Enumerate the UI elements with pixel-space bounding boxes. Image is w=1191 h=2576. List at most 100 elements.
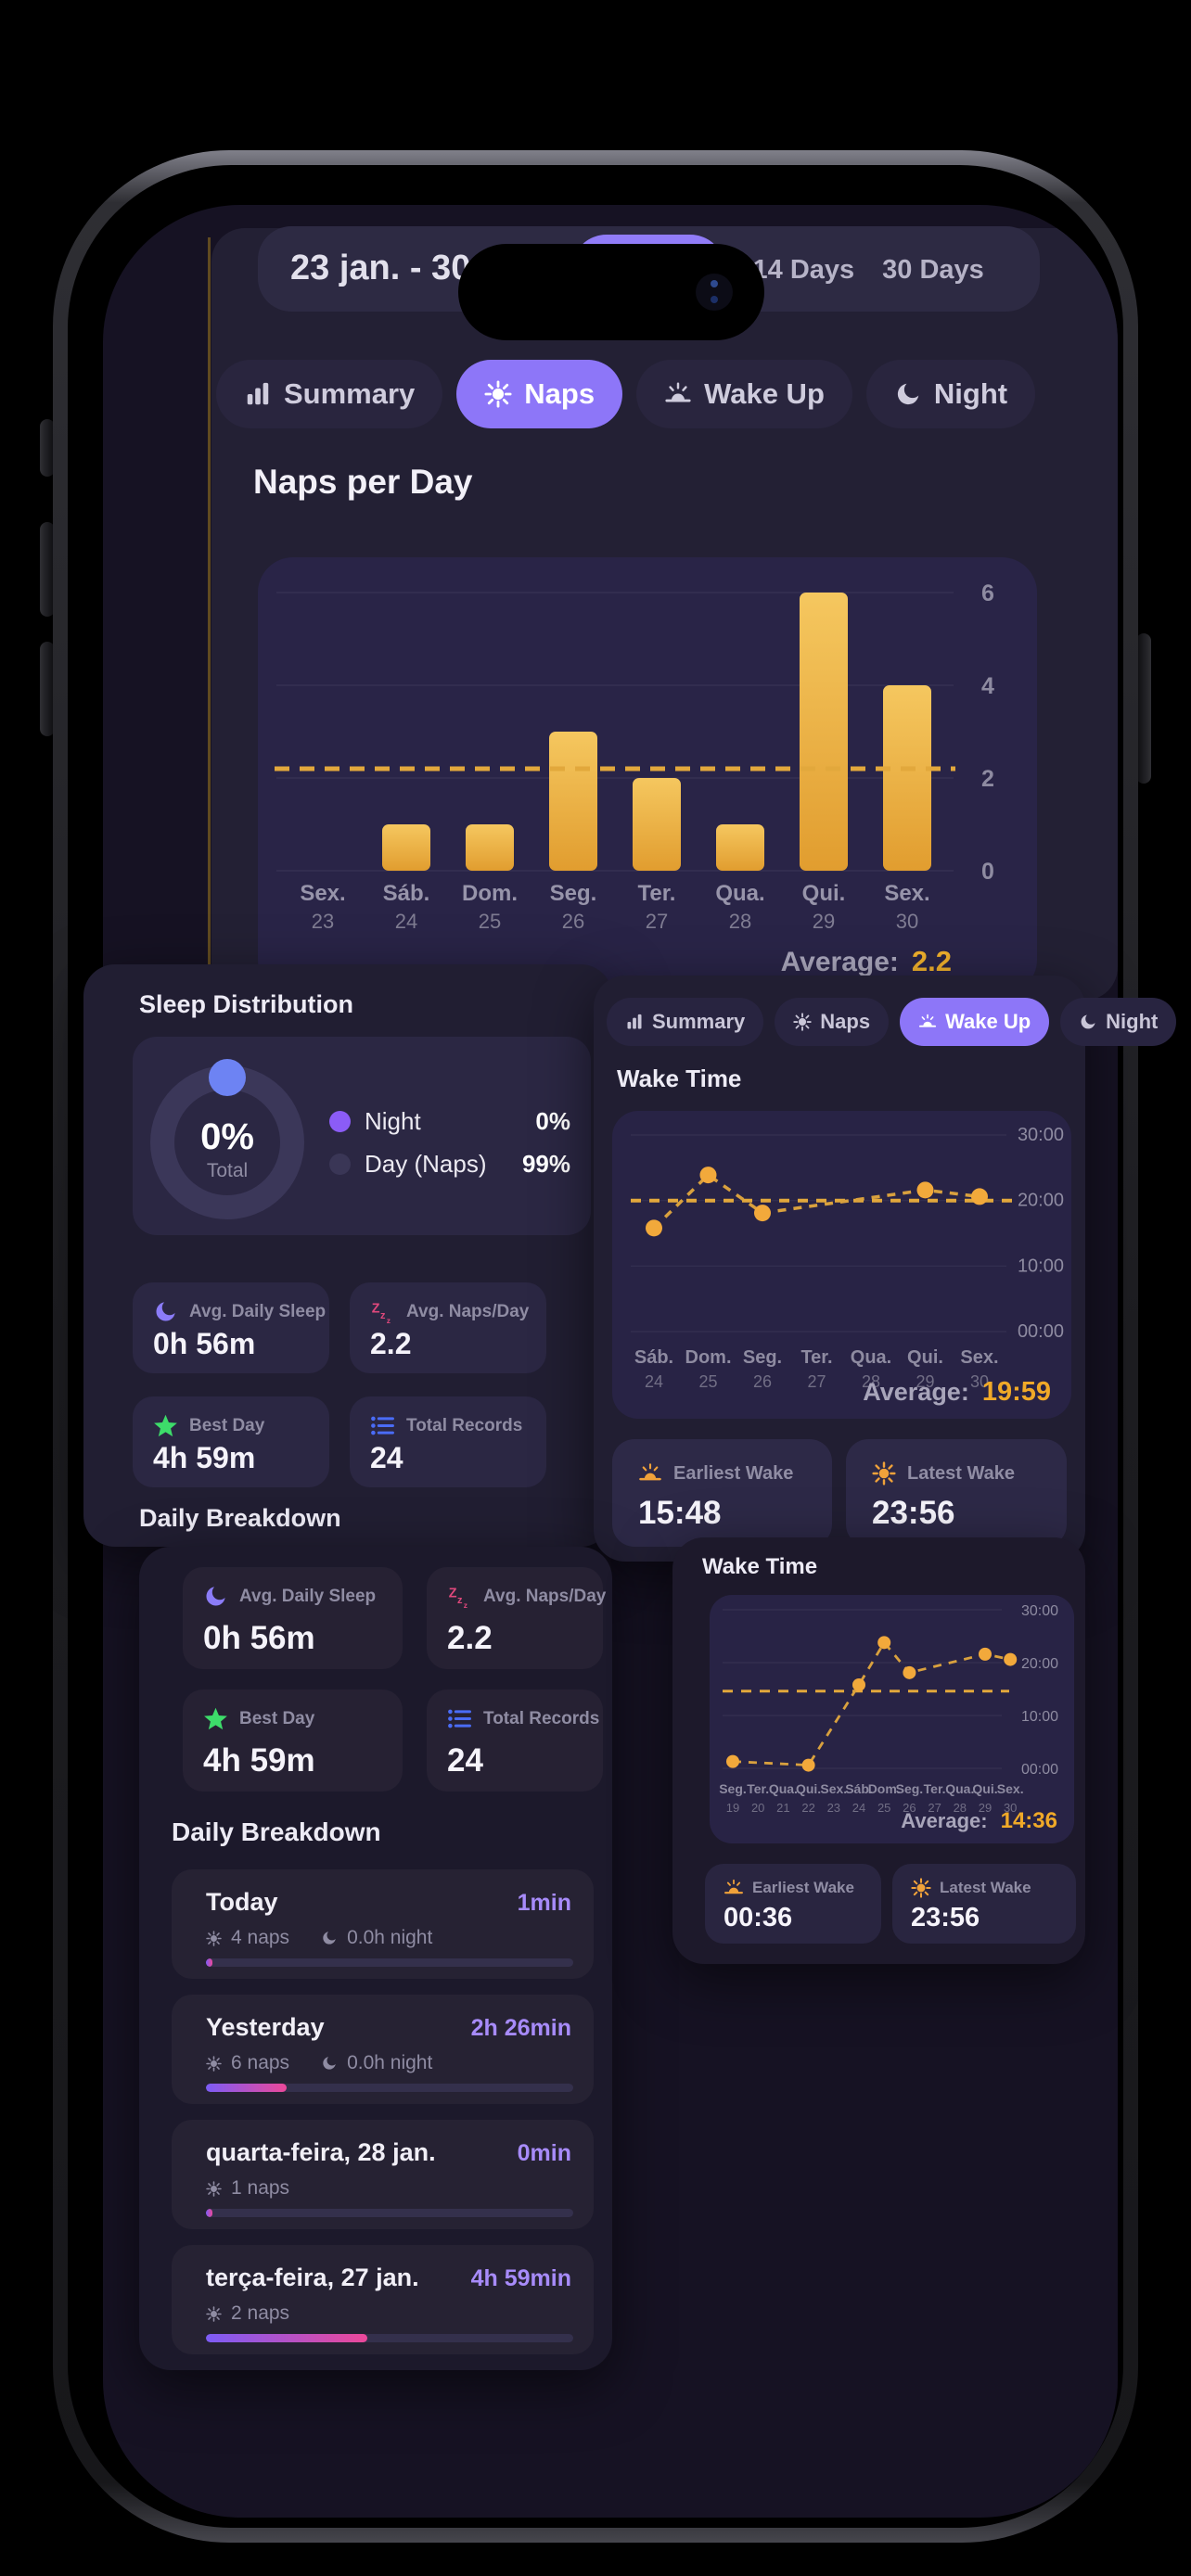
mini-tab-night[interactable]: Night bbox=[1060, 998, 1177, 1046]
tab-label: Wake Up bbox=[945, 1010, 1031, 1033]
legend-dot bbox=[329, 1153, 351, 1175]
svg-text:Seg.: Seg. bbox=[743, 1347, 782, 1368]
legend-row-day-naps: Day (Naps) 99% bbox=[329, 1142, 570, 1185]
donut-total-value: 0% bbox=[200, 1116, 254, 1157]
chart-title: Wake Time bbox=[702, 1554, 818, 1579]
mini-tab-summary[interactable]: Summary bbox=[607, 998, 764, 1046]
svg-text:28: 28 bbox=[862, 1372, 880, 1391]
svg-text:Dom.: Dom. bbox=[462, 881, 518, 906]
chart-title: Wake Time bbox=[617, 1065, 742, 1092]
sleep-distribution-panel: Sleep Distribution 0% Total Night 0% Day… bbox=[83, 964, 612, 1547]
svg-text:24: 24 bbox=[395, 910, 417, 933]
naps-bar-chart: 0246Sex.23Sáb.24Dom.25Seg.26Ter.27Qua.28… bbox=[275, 580, 994, 933]
bar-chart-icon bbox=[244, 380, 272, 408]
night-hours: 0.0h night bbox=[347, 2052, 433, 2073]
day-duration: 4h 59min bbox=[470, 2265, 571, 2291]
period-tab-30-days[interactable]: 30 Days bbox=[882, 254, 984, 285]
sunrise-icon bbox=[918, 1013, 937, 1031]
mini-tab-naps[interactable]: Naps bbox=[775, 998, 890, 1046]
svg-text:Sex.: Sex. bbox=[960, 1347, 998, 1368]
svg-text:30:00: 30:00 bbox=[1021, 1603, 1058, 1619]
sun-icon bbox=[206, 2055, 222, 2072]
svg-text:30: 30 bbox=[970, 1372, 989, 1391]
tab-summary[interactable]: Summary bbox=[216, 360, 443, 428]
naps-count: 2 naps bbox=[231, 2302, 290, 2324]
panel-title: Sleep Distribution bbox=[139, 990, 354, 1018]
day-row-yesterday[interactable]: Yesterday 2h 26min 6 naps 0.0h night bbox=[172, 1995, 594, 2104]
earliest-wake-label: Earliest Wake bbox=[752, 1879, 854, 1896]
moon-icon bbox=[153, 1299, 178, 1324]
svg-text:Qui.: Qui. bbox=[907, 1347, 943, 1368]
day-row-quarta-feira-28-jan[interactable]: quarta-feira, 28 jan. 0min 1 naps bbox=[172, 2120, 594, 2229]
tab-naps[interactable]: Naps bbox=[456, 360, 623, 428]
svg-text:Sex.: Sex. bbox=[884, 881, 929, 906]
earliest-wake-card: Earliest Wake 00:36 bbox=[705, 1864, 881, 1944]
view-tabs-mini: Summary Naps Wake Up Night bbox=[607, 998, 1177, 1046]
progress-fill bbox=[206, 2084, 288, 2092]
wake-time-chart-card: 00:00 10:00 20:00 30:00 Sáb. 24 Dom. 25 Seg. 26 Te… bbox=[612, 1111, 1071, 1419]
svg-text:Qua.: Qua. bbox=[769, 1781, 798, 1796]
tab-wake-up[interactable]: Wake Up bbox=[636, 360, 852, 428]
svg-text:20:00: 20:00 bbox=[1021, 1656, 1058, 1672]
svg-text:Sáb.: Sáb. bbox=[383, 881, 430, 906]
sunrise-icon bbox=[724, 1878, 744, 1898]
earliest-wake-label: Earliest Wake bbox=[673, 1462, 794, 1484]
progress-fill bbox=[206, 2209, 212, 2217]
svg-text:27: 27 bbox=[646, 910, 668, 933]
day-title: Yesterday bbox=[206, 2013, 325, 2041]
stat-label: Avg. Naps/Day bbox=[483, 1586, 607, 1606]
svg-text:Z: Z bbox=[449, 1586, 457, 1600]
wake-time-panel-2: Wake Time 00:00 10:00 20:00 30:00 Seg. 19 Ter.… bbox=[672, 1537, 1085, 1964]
sun-icon bbox=[206, 1930, 222, 1946]
donut-indicator-dot bbox=[209, 1059, 246, 1096]
period-tab-14-days[interactable]: 14 Days bbox=[752, 254, 855, 285]
stat-card-avg-daily-sleep: Avg. Daily Sleep 0h 56m bbox=[133, 1282, 329, 1373]
day-meta: 2 naps bbox=[206, 2302, 289, 2325]
svg-text:z: z bbox=[380, 1310, 386, 1321]
stat-label: Best Day bbox=[189, 1415, 265, 1435]
day-meta: 4 naps 0.0h night bbox=[206, 1927, 432, 1949]
stat-card-total-records: Total Records 24 bbox=[350, 1396, 546, 1487]
svg-text:Sex.: Sex. bbox=[820, 1781, 847, 1796]
stat-label: Avg. Naps/Day bbox=[406, 1301, 530, 1321]
wake-time-line-chart: 00:00 10:00 20:00 30:00 Sáb. 24 Dom. 25 Seg. 26 Te… bbox=[631, 1125, 1064, 1391]
day-row-ter-a-feira-27-jan[interactable]: terça-feira, 27 jan. 4h 59min 2 naps bbox=[172, 2245, 594, 2354]
section-title-naps-per-day: Naps per Day bbox=[253, 463, 473, 501]
moon-icon bbox=[1079, 1013, 1097, 1031]
svg-text:30: 30 bbox=[896, 910, 918, 933]
volume-up-button bbox=[40, 522, 55, 617]
svg-text:Seg.: Seg. bbox=[896, 1781, 924, 1796]
naps-count: 4 naps bbox=[231, 1927, 290, 1948]
mini-tab-wake-up[interactable]: Wake Up bbox=[900, 998, 1050, 1046]
svg-text:27: 27 bbox=[928, 1801, 941, 1815]
sun-icon bbox=[911, 1878, 931, 1898]
svg-text:Ter.: Ter. bbox=[800, 1347, 832, 1368]
average-label: Average: bbox=[901, 1809, 988, 1832]
svg-text:28: 28 bbox=[729, 910, 751, 933]
progress-track bbox=[206, 2084, 573, 2092]
sun-icon bbox=[872, 1461, 896, 1486]
svg-text:25: 25 bbox=[877, 1801, 890, 1815]
night-hours: 0.0h night bbox=[347, 1927, 433, 1948]
svg-text:Qui.: Qui. bbox=[796, 1781, 821, 1796]
svg-text:z: z bbox=[464, 1600, 467, 1609]
stat-value: 4h 59m bbox=[203, 1742, 315, 1779]
progress-fill bbox=[206, 1958, 212, 1967]
donut-total-label: Total bbox=[206, 1160, 249, 1181]
legend-row-night: Night 0% bbox=[329, 1100, 570, 1142]
sunrise-icon bbox=[664, 380, 692, 408]
svg-text:4: 4 bbox=[981, 673, 994, 699]
svg-text:26: 26 bbox=[753, 1372, 772, 1391]
sun-icon bbox=[793, 1013, 812, 1031]
svg-text:29: 29 bbox=[813, 910, 835, 933]
tab-night[interactable]: Night bbox=[865, 360, 1036, 428]
day-row-today[interactable]: Today 1min 4 naps 0.0h night bbox=[172, 1869, 594, 1979]
svg-text:Dom.: Dom. bbox=[868, 1781, 901, 1796]
tab-label: Night bbox=[933, 377, 1008, 410]
svg-text:10:00: 10:00 bbox=[1018, 1256, 1064, 1276]
svg-text:25: 25 bbox=[698, 1372, 717, 1391]
